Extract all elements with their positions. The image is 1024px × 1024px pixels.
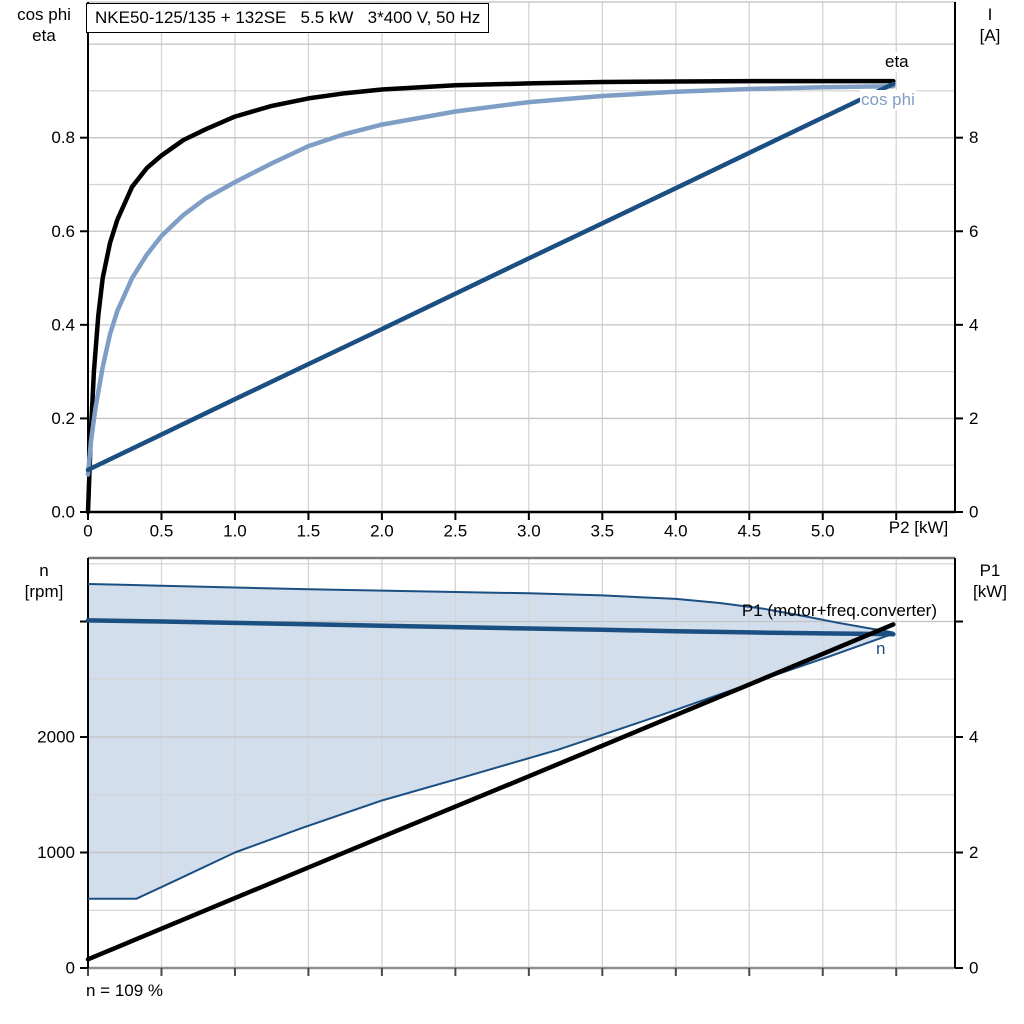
p1-axis-unit: [kW]	[973, 582, 1007, 601]
p1-axis-title: P1	[979, 561, 1001, 580]
top-chart-panel: 0 0.5 1.0 1.5 2.0 2.5 3.0 3.5 4.0 4.5 5.0 0.0 0.2 0.4…	[51, 1, 978, 541]
svg-text:0: 0	[969, 503, 978, 522]
n-curve-label: n	[876, 639, 886, 658]
svg-text:0: 0	[66, 959, 75, 978]
svg-text:3.5: 3.5	[591, 522, 615, 541]
svg-text:0.0: 0.0	[51, 503, 75, 522]
i-curve	[85, 81, 896, 473]
upper-envelope-curve	[87, 583, 894, 634]
current-axis-title: I	[987, 5, 993, 24]
svg-text:0: 0	[83, 522, 92, 541]
bottom-chart-panel: 0 1000 2000 0 2 4	[37, 556, 978, 978]
current-axis-unit: [A]	[979, 26, 1001, 45]
bottom-right-axis-title: P1 [kW]	[958, 560, 1022, 602]
speed-axis-unit: [rpm]	[24, 582, 64, 601]
svg-text:0.6: 0.6	[51, 222, 75, 241]
svg-text:6: 6	[969, 222, 978, 241]
chart-title: NKE50-125/135 + 132SE 5.5 kW 3*400 V, 50…	[95, 8, 481, 27]
top-right-axis-title: I [A]	[960, 4, 1020, 46]
svg-text:8: 8	[969, 128, 978, 147]
eta-curve	[85, 78, 896, 515]
chart-title-box: NKE50-125/135 + 132SE 5.5 kW 3*400 V, 50…	[86, 3, 490, 33]
svg-text:2.0: 2.0	[370, 522, 394, 541]
top-left-axis-title: cos phi eta	[4, 4, 84, 46]
cos-phi-curve	[85, 83, 896, 477]
speed-range-band	[88, 584, 894, 899]
p1-curve	[85, 622, 896, 962]
eta-curve-label: eta	[884, 52, 910, 72]
svg-text:1.0: 1.0	[223, 522, 247, 541]
svg-text:3.0: 3.0	[517, 522, 541, 541]
svg-text:2: 2	[969, 409, 978, 428]
svg-text:2: 2	[969, 843, 978, 862]
cos-phi-axis-title: cos phi	[17, 5, 71, 24]
svg-text:2.5: 2.5	[444, 522, 468, 541]
p1-curve-label: P1 (motor+freq.converter)	[741, 601, 937, 620]
svg-text:1.5: 1.5	[297, 522, 321, 541]
cos-phi-curve-label: cos phi	[860, 90, 916, 110]
svg-text:0.5: 0.5	[150, 522, 174, 541]
svg-text:4.0: 4.0	[664, 522, 688, 541]
svg-text:2000: 2000	[37, 728, 75, 747]
x-axis-label: P2 [kW]	[888, 518, 949, 537]
bottom-left-axis-title: n [rpm]	[4, 560, 84, 602]
svg-text:0.4: 0.4	[51, 315, 75, 334]
speed-setting-footnote: n = 109 %	[86, 981, 164, 1000]
speed-axis-title: n	[39, 561, 49, 580]
svg-text:0.8: 0.8	[51, 128, 75, 147]
svg-text:4: 4	[969, 315, 978, 334]
svg-text:4: 4	[969, 728, 978, 747]
svg-text:4.5: 4.5	[737, 522, 761, 541]
svg-text:0.2: 0.2	[51, 409, 75, 428]
n-curve	[85, 618, 896, 637]
svg-text:5.0: 5.0	[811, 522, 835, 541]
svg-text:0: 0	[969, 959, 978, 978]
svg-text:1000: 1000	[37, 843, 75, 862]
eta-axis-title: eta	[32, 26, 56, 45]
